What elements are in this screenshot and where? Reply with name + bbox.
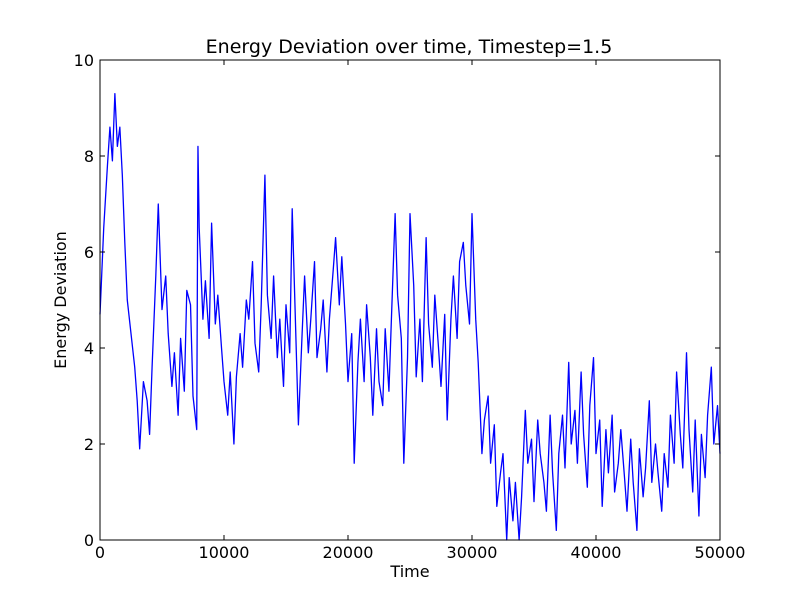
y-tick-label: 10 bbox=[74, 51, 94, 70]
y-tick-label: 8 bbox=[84, 147, 94, 166]
axes-frame bbox=[99, 59, 721, 541]
y-axis-ticks: 0 2 4 6 8 10 bbox=[74, 51, 720, 550]
y-tick-label: 0 bbox=[84, 531, 94, 550]
y-tick-label: 2 bbox=[84, 435, 94, 454]
x-tick-label: 0 bbox=[95, 543, 105, 562]
x-tick-label: 40000 bbox=[571, 543, 622, 562]
x-tick-label: 20000 bbox=[323, 543, 374, 562]
x-axis-label: Time bbox=[389, 562, 429, 581]
y-axis-label: Energy Deviation bbox=[51, 231, 70, 369]
x-tick-label: 30000 bbox=[447, 543, 498, 562]
x-tick-label: 50000 bbox=[695, 543, 746, 562]
series-line-energy-deviation bbox=[99, 92, 721, 541]
y-tick-label: 4 bbox=[84, 339, 94, 358]
y-tick-label: 6 bbox=[84, 243, 94, 262]
plot-area bbox=[99, 59, 721, 541]
x-tick-label: 10000 bbox=[199, 543, 250, 562]
x-axis-ticks: 0 10000 20000 30000 40000 50000 bbox=[95, 60, 746, 562]
chart-title: Energy Deviation over time, Timestep=1.5 bbox=[206, 36, 613, 58]
